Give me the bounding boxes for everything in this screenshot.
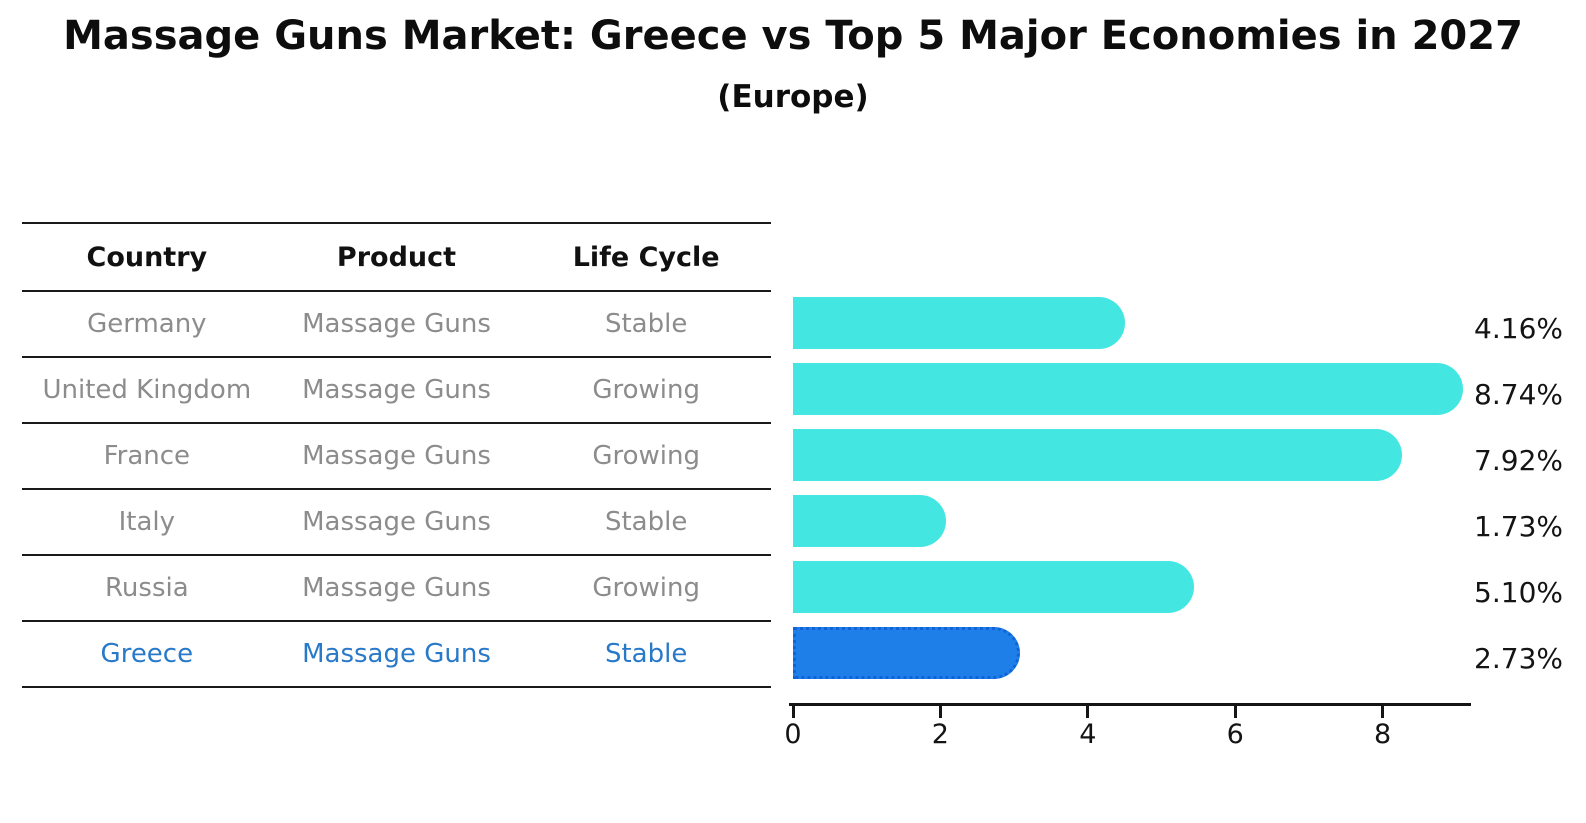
x-axis-tick-label: 8 <box>1374 719 1392 750</box>
column-header-life-cycle: Life Cycle <box>572 241 720 273</box>
table-row: Germany Massage Guns Stable <box>22 292 771 358</box>
x-axis-line <box>789 703 1472 706</box>
value-label: 8.74% <box>1474 378 1563 411</box>
x-axis-tick-label: 6 <box>1226 719 1244 750</box>
x-axis-tick <box>1233 703 1237 718</box>
x-axis-tick-label: 0 <box>784 719 802 750</box>
cell-country: France <box>103 441 191 471</box>
x-axis-tick <box>938 703 942 718</box>
cell-product: Massage Guns <box>302 573 491 603</box>
x-axis-tick-label: 4 <box>1079 719 1097 750</box>
table-row: Greece Massage Guns Stable <box>22 622 771 688</box>
chart-title: Massage Guns Market: Greece vs Top 5 Maj… <box>63 13 1523 59</box>
bar-italy <box>793 495 946 547</box>
cell-country: Greece <box>100 639 194 669</box>
cell-country: Italy <box>118 507 176 537</box>
cell-product: Massage Guns <box>302 441 491 471</box>
cell-country: United Kingdom <box>42 375 252 405</box>
chart-subtitle: (Europe) <box>717 79 869 115</box>
bar-germany <box>793 297 1126 349</box>
table-header-row: Country Product Life Cycle <box>22 224 771 292</box>
cell-life-cycle: Growing <box>592 441 700 471</box>
x-axis-tick <box>1086 703 1090 718</box>
bar-united-kingdom <box>793 363 1463 415</box>
cell-product: Massage Guns <box>302 639 491 669</box>
bar-russia <box>793 561 1195 613</box>
x-axis-tick <box>1381 703 1385 718</box>
x-axis-tick-label: 2 <box>931 719 949 750</box>
table-row: Russia Massage Guns Growing <box>22 556 771 622</box>
cell-country: Russia <box>105 573 189 603</box>
cell-life-cycle: Growing <box>592 573 700 603</box>
value-label: 2.73% <box>1474 642 1563 675</box>
country-table: Country Product Life Cycle Germany Massa… <box>22 222 771 688</box>
value-label: 1.73% <box>1474 510 1563 543</box>
table-row: France Massage Guns Growing <box>22 424 771 490</box>
bar-france <box>793 429 1403 481</box>
cell-product: Massage Guns <box>302 375 491 405</box>
cell-life-cycle: Stable <box>604 507 688 537</box>
value-label: 5.10% <box>1474 576 1563 609</box>
cell-product: Massage Guns <box>302 507 491 537</box>
value-label: 7.92% <box>1474 444 1563 477</box>
column-header-country: Country <box>86 241 208 273</box>
value-label: 4.16% <box>1474 312 1563 345</box>
cell-life-cycle: Stable <box>604 639 688 669</box>
cell-life-cycle: Growing <box>592 375 700 405</box>
cell-product: Massage Guns <box>302 309 491 339</box>
x-axis-tick <box>791 703 795 718</box>
bar-greece <box>793 627 1020 679</box>
table-row: United Kingdom Massage Guns Growing <box>22 358 771 424</box>
column-header-product: Product <box>336 241 457 273</box>
table-row: Italy Massage Guns Stable <box>22 490 771 556</box>
cell-country: Germany <box>87 309 207 339</box>
cell-life-cycle: Stable <box>604 309 688 339</box>
